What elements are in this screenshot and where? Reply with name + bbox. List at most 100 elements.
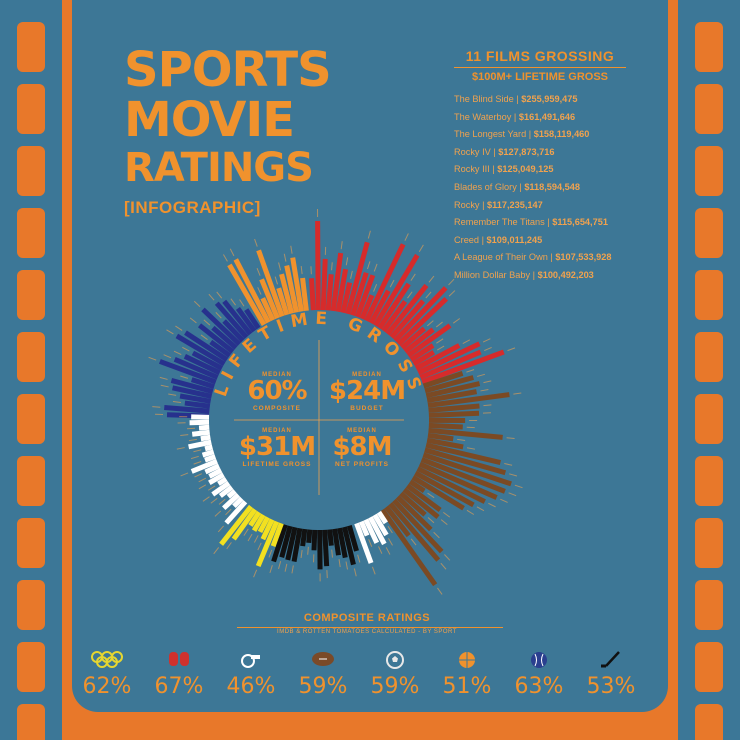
radial-bar-label-mark	[229, 248, 235, 257]
radial-bar	[190, 377, 215, 390]
radial-bar-label-mark	[160, 384, 169, 388]
radial-bar	[418, 461, 498, 500]
radial-bar-label-mark	[193, 300, 201, 308]
radial-bar	[388, 502, 441, 562]
radial-bar-label-mark	[180, 472, 189, 477]
film-list-item: The Blind Side | $255,959,475	[454, 94, 578, 104]
radial-bar-label-mark	[300, 549, 303, 559]
radial-bar	[251, 513, 266, 532]
radial-bar	[232, 496, 244, 509]
median-budget: MEDIAN $24M BUDGET	[322, 372, 412, 413]
radial-bar-label-mark	[404, 233, 409, 241]
radial-bar	[384, 505, 411, 538]
radial-bar-label-mark	[506, 437, 515, 439]
radial-bar	[179, 393, 212, 404]
film-strip-hole	[17, 394, 45, 444]
radial-bar	[412, 349, 436, 367]
radial-bar-label-mark	[182, 346, 190, 352]
radial-bar	[428, 427, 503, 440]
radial-bar-label-mark	[443, 511, 451, 518]
radial-bar-label-mark	[291, 565, 294, 574]
film-strip-hole	[17, 518, 45, 568]
radial-bar-label-mark	[243, 528, 249, 536]
radial-bar	[248, 510, 262, 527]
radial-bar-label-mark	[367, 261, 371, 270]
film-list-item: Million Dollar Baby | $100,492,203	[454, 269, 594, 280]
film-strip-hole	[695, 146, 723, 196]
film-strip-hole	[17, 270, 45, 320]
radial-bar	[399, 491, 427, 517]
films-list: The Blind Side | $255,959,475 The Waterbo…	[454, 91, 626, 285]
radial-bar	[402, 487, 440, 520]
radial-bar	[198, 424, 210, 431]
median-net-profits: MEDIAN $8M NET PROFITS	[322, 428, 402, 469]
film-strip-hole	[695, 518, 723, 568]
radial-bar	[358, 520, 370, 537]
radial-bar	[381, 299, 408, 333]
radial-bar	[403, 327, 435, 354]
radial-bar-label-mark	[290, 245, 293, 254]
radial-bar-label-mark	[188, 438, 197, 442]
radial-bar	[380, 508, 438, 587]
film-list-item: The Longest Yard | $158,119,460	[454, 129, 590, 140]
radial-bar-label-mark	[269, 565, 273, 574]
radial-bar-label-mark	[173, 350, 182, 356]
composite-divider	[237, 627, 503, 628]
radial-bar	[197, 323, 235, 354]
radial-bar-label-mark	[163, 354, 172, 359]
radial-bar-label-mark	[331, 262, 333, 271]
radial-bar	[279, 273, 295, 315]
radial-bar-label-mark	[378, 546, 383, 554]
film-strip-hole	[695, 580, 723, 630]
films-divider	[454, 67, 626, 68]
basketball-icon	[437, 650, 497, 670]
film-strip-hole	[17, 22, 45, 72]
radial-bar-label-mark	[202, 496, 210, 502]
sport-rating-value: 59%	[298, 674, 348, 699]
radial-bar	[214, 301, 249, 339]
radial-bar-label-mark	[247, 533, 253, 542]
radial-bar-label-mark	[187, 427, 196, 430]
sport-rating-value: 51%	[442, 674, 492, 699]
radial-bar-label-mark	[368, 539, 373, 547]
radial-bar	[354, 522, 374, 564]
radial-bar-label-mark	[507, 347, 516, 352]
radial-bar-label-mark	[203, 319, 211, 326]
radial-bar	[327, 529, 334, 546]
film-strip-hole	[695, 270, 723, 320]
radial-bar-label-mark	[175, 325, 183, 331]
radial-bar-label-mark	[448, 290, 456, 297]
radial-bar	[218, 485, 234, 498]
sport-rating: 62%	[77, 650, 137, 699]
radial-bar-label-mark	[482, 338, 491, 343]
film-strip-hole	[695, 332, 723, 382]
radial-bar	[427, 432, 454, 442]
radial-bar	[359, 294, 375, 320]
radial-bar-label-mark	[152, 406, 161, 408]
radial-bar	[322, 529, 330, 567]
radial-bar-label-mark	[350, 270, 353, 279]
radial-bar	[350, 272, 369, 317]
radial-bar	[191, 350, 224, 371]
film-strip-right	[678, 0, 740, 740]
radial-bar-label-mark	[353, 568, 357, 577]
radial-bar	[345, 241, 370, 315]
radial-bar-label-mark	[190, 455, 199, 460]
radial-bar-label-mark	[427, 492, 435, 499]
radial-bar-label-mark	[389, 279, 395, 288]
radial-bar	[227, 263, 267, 326]
radial-bar	[208, 468, 223, 479]
radial-bar-label-mark	[198, 477, 207, 483]
radial-bar	[354, 274, 376, 318]
radial-bar	[428, 422, 463, 430]
radial-bar-label-mark	[407, 291, 413, 299]
radial-bar-label-mark	[426, 320, 434, 327]
radial-bar-label-mark	[452, 318, 461, 324]
radial-bar	[315, 220, 321, 311]
film-strip-hole	[17, 84, 45, 134]
radial-bar	[257, 516, 270, 534]
median-value: 60%	[247, 376, 307, 406]
radial-bar	[184, 400, 211, 409]
radial-bar-label-mark	[428, 275, 435, 283]
